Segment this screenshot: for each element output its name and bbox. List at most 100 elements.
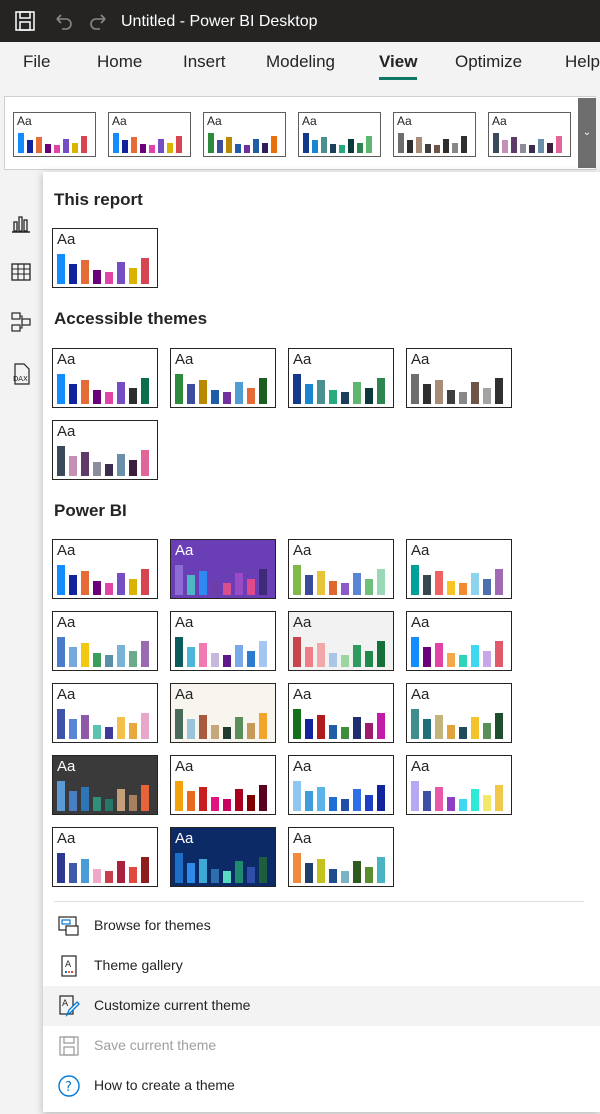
ribbon-theme-thumbnail[interactable]: Aa <box>13 112 96 157</box>
tab-optimize[interactable]: Optimize <box>455 52 523 71</box>
theme-color-swatch <box>495 785 503 811</box>
section-title-power-bi: Power BI <box>54 501 127 520</box>
theme-thumbnail[interactable]: Aa <box>170 683 276 743</box>
theme-color-swatch <box>511 137 517 153</box>
theme-color-swatch <box>366 136 372 153</box>
theme-color-swatch <box>447 653 455 667</box>
theme-color-swatch <box>329 581 337 595</box>
ribbon-theme-thumbnail[interactable]: Aa <box>393 112 476 157</box>
theme-thumbnail[interactable]: Aa <box>406 755 512 815</box>
theme-thumbnail[interactable]: Aa <box>288 611 394 671</box>
theme-color-swatch <box>329 797 337 811</box>
theme-color-swatch <box>471 382 479 404</box>
theme-thumbnail[interactable]: Aa <box>288 827 394 887</box>
theme-thumbnail[interactable]: Aa <box>288 683 394 743</box>
theme-thumbnail[interactable]: Aa <box>170 348 276 408</box>
theme-color-swatch <box>423 791 431 811</box>
theme-thumbnail[interactable]: Aa <box>52 420 158 480</box>
chevron-down-icon[interactable]: ⌄ <box>578 98 596 168</box>
theme-thumbnail[interactable]: Aa <box>406 539 512 599</box>
ribbon-theme-thumbnail[interactable]: Aa <box>203 112 286 157</box>
theme-color-swatch <box>69 791 77 811</box>
tab-modeling[interactable]: Modeling <box>266 52 335 71</box>
theme-thumbnail[interactable]: Aa <box>52 539 158 599</box>
save-current-theme-label: Save current theme <box>94 1037 217 1053</box>
theme-color-swatch <box>235 144 241 153</box>
theme-color-swatch <box>57 374 65 404</box>
report-view-icon[interactable] <box>9 212 33 236</box>
theme-thumbnail[interactable]: Aa <box>288 348 394 408</box>
table-view-icon[interactable] <box>9 260 33 284</box>
ribbon-theme-thumbnail[interactable]: Aa <box>488 112 571 157</box>
theme-thumbnail[interactable]: Aa <box>170 611 276 671</box>
theme-color-swatch <box>105 727 113 739</box>
tab-view[interactable]: View <box>379 52 418 80</box>
theme-thumbnail[interactable]: Aa <box>406 348 512 408</box>
svg-text:DAX: DAX <box>13 375 28 383</box>
theme-color-swatch <box>208 133 214 153</box>
theme-color-swatch <box>235 382 243 404</box>
theme-thumbnail[interactable]: Aa <box>52 827 158 887</box>
theme-thumbnail[interactable]: Aa <box>288 539 394 599</box>
theme-thumbnail[interactable]: Aa <box>52 683 158 743</box>
theme-thumbnail[interactable]: Aa <box>170 827 276 887</box>
theme-color-swatch <box>36 137 42 153</box>
theme-color-swatch <box>141 569 149 595</box>
how-to-create-a-theme-label: How to create a theme <box>94 1077 235 1093</box>
theme-color-swatch <box>81 787 89 811</box>
theme-color-swatch <box>176 136 182 153</box>
theme-thumbnail[interactable]: Aa <box>406 611 512 671</box>
theme-color-swatch <box>211 581 219 595</box>
theme-thumbnail[interactable]: Aa <box>406 683 512 743</box>
theme-color-swatch <box>93 270 101 284</box>
theme-color-swatch <box>459 655 467 667</box>
theme-color-swatch <box>223 871 231 883</box>
theme-color-swatch <box>305 719 313 739</box>
theme-color-swatch <box>175 709 183 739</box>
theme-color-swatch <box>93 725 101 739</box>
theme-color-swatch <box>293 374 301 404</box>
save-theme-icon <box>59 1036 79 1056</box>
theme-color-swatch <box>425 144 431 153</box>
tab-help[interactable]: Help <box>565 52 600 71</box>
theme-color-swatch <box>253 139 259 153</box>
dax-query-icon[interactable]: DAX <box>9 362 33 386</box>
theme-thumbnail[interactable]: Aa <box>170 539 276 599</box>
theme-thumbnail[interactable]: Aa <box>170 755 276 815</box>
theme-thumbnail[interactable]: Aa <box>52 228 158 288</box>
tab-file[interactable]: File <box>23 52 51 71</box>
theme-color-swatch <box>259 713 267 739</box>
ribbon-theme-thumbnail[interactable]: Aa <box>298 112 381 157</box>
theme-color-swatch <box>57 565 65 595</box>
theme-color-swatch <box>211 390 219 404</box>
theme-color-swatch <box>556 136 562 153</box>
theme-thumbnail[interactable]: Aa <box>52 348 158 408</box>
theme-color-swatch <box>259 569 267 595</box>
how-to-create-a-theme-item[interactable]: ? How to create a theme <box>43 1066 600 1106</box>
theme-color-swatch <box>271 136 277 153</box>
theme-color-swatch <box>27 140 33 153</box>
save-icon[interactable] <box>14 10 36 32</box>
theme-thumbnail[interactable]: Aa <box>52 755 158 815</box>
browse-for-themes-item[interactable]: Browse for themes <box>43 906 600 946</box>
theme-color-swatch <box>495 378 503 404</box>
theme-thumbnail[interactable]: Aa <box>288 755 394 815</box>
theme-color-swatch <box>117 262 125 284</box>
tab-insert[interactable]: Insert <box>183 52 226 71</box>
theme-gallery-item[interactable]: A Theme gallery <box>43 946 600 986</box>
theme-color-swatch <box>259 785 267 811</box>
theme-color-swatch <box>81 715 89 739</box>
undo-icon[interactable] <box>52 10 74 32</box>
theme-color-swatch <box>57 446 65 476</box>
theme-thumbnail[interactable]: Aa <box>52 611 158 671</box>
theme-color-swatch <box>129 795 137 811</box>
ribbon-theme-thumbnail[interactable]: Aa <box>108 112 191 157</box>
redo-icon[interactable] <box>88 10 110 32</box>
tab-home[interactable]: Home <box>97 52 143 71</box>
theme-color-swatch <box>341 727 349 739</box>
theme-color-swatch <box>69 863 77 883</box>
model-view-icon[interactable] <box>9 310 33 334</box>
customize-current-theme-item[interactable]: A Customize current theme <box>43 986 600 1026</box>
theme-color-swatch <box>416 137 422 153</box>
save-current-theme-item[interactable]: Save current theme <box>43 1026 600 1066</box>
